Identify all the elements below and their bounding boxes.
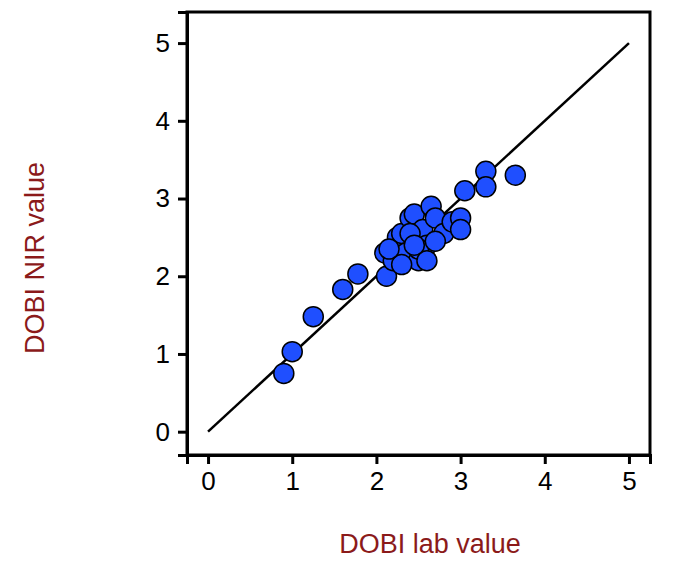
y-tick-mark [178,42,187,45]
point [379,239,399,259]
y-tick-mark [178,353,187,356]
line [208,43,629,432]
y-tick-mark [178,275,187,278]
x-tick: 2 [370,455,384,496]
y-tick-mark [178,198,187,201]
x-tick: 4 [538,455,552,496]
point [303,307,323,327]
plot-area [208,43,629,432]
x-tick: 0 [201,455,215,496]
point [476,177,496,197]
x-tick-label: 1 [285,466,299,496]
x-tick-mark [460,455,463,464]
y-tick: 5 [156,28,187,58]
y-tick-mark [178,120,187,123]
x-tick-mark [375,455,378,464]
point [451,220,471,240]
y-tick-label: 1 [156,339,170,369]
x-tick-mark [544,455,547,464]
point [333,279,353,299]
y-tick: 3 [156,183,187,213]
x-tick: 3 [454,455,468,496]
y-tick-label: 2 [156,261,170,291]
y-axis-title: DOBI NIR value [20,162,50,354]
point [404,235,424,255]
x-tick-mark [291,455,294,464]
x-tick: 5 [622,455,636,496]
x-tick-label: 5 [622,466,636,496]
point [425,231,445,251]
point [274,363,294,383]
y-tick-label: 4 [156,106,170,136]
y-tick-label: 5 [156,28,170,58]
x-tick-label: 4 [538,466,552,496]
chart: 0 1 2 3 4 5 0 1 2 3 4 5 DOBI lab value DOBI NIR value [0,0,698,565]
y-axis-line [178,13,188,456]
point [455,181,475,201]
x-axis-line [188,456,651,465]
point [282,342,302,362]
y-tick: 4 [156,106,187,136]
plot-frame [187,12,650,455]
y-tick-mark [178,431,187,434]
point [505,165,525,185]
y-axis: 0 1 2 3 4 5 [156,13,188,456]
point [348,264,368,284]
y-tick: 0 [156,417,187,447]
x-tick-mark [628,455,631,464]
x-axis-title: DOBI lab value [339,529,521,559]
x-tick-mark [207,455,210,464]
y-tick-label: 0 [156,417,170,447]
x-axis: 0 1 2 3 4 5 [188,455,651,496]
x-tick: 1 [285,455,299,496]
y-tick: 1 [156,339,187,369]
x-tick-label: 0 [201,466,215,496]
x-tick-label: 3 [454,466,468,496]
x-tick-label: 2 [370,466,384,496]
y-tick-label: 3 [156,183,170,213]
y-tick: 2 [156,261,187,291]
